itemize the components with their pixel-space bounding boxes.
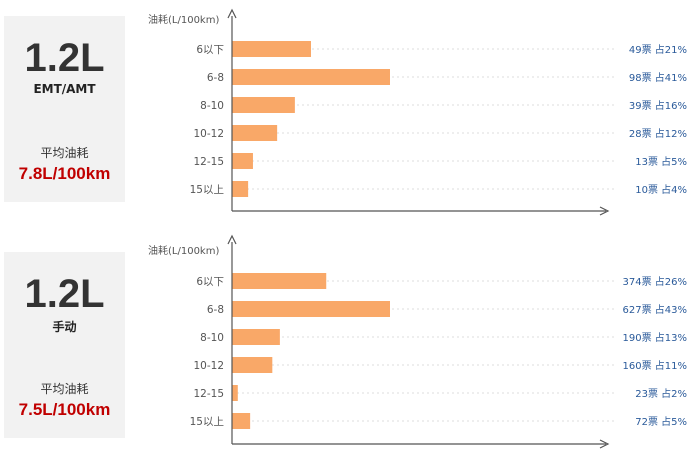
info-card: 1.2L EMT/AMT 平均油耗 7.8L/100km (4, 16, 125, 202)
bar (232, 69, 390, 85)
avg-consumption-label: 平均油耗 (40, 382, 89, 396)
chart-panel-manual: 1.2L 手动 平均油耗 7.5L/100km 油耗(L/100km) 6以下 37… (0, 230, 700, 460)
value-label: 98票 占41% (629, 71, 687, 84)
bar (232, 301, 390, 317)
bar (232, 385, 238, 401)
value-label: 13票 占5% (635, 155, 687, 168)
fuel-consumption-chart: 油耗(L/100km) 6以下 49票 占21% 6-8 98票 占41% 8-10 39票… (148, 8, 687, 216)
value-label: 23票 占2% (635, 387, 687, 400)
category-label: 6以下 (196, 276, 224, 288)
units-label: 油耗(L/100km) (148, 13, 219, 26)
engine-size: 1.2L (24, 272, 105, 316)
value-label: 72票 占5% (635, 415, 687, 428)
category-label: 10-12 (193, 360, 224, 372)
value-label: 10票 占4% (635, 183, 687, 196)
transmission-type: EMT/AMT (33, 82, 96, 96)
engine-size: 1.2L (24, 36, 105, 80)
bar (232, 329, 280, 345)
value-label: 160票 占11% (623, 359, 688, 372)
bar (232, 41, 311, 57)
category-label: 15以上 (190, 416, 224, 428)
category-label: 10-12 (193, 128, 224, 140)
chart-panel-emt: 1.2L EMT/AMT 平均油耗 7.8L/100km 油耗(L/100km)… (4, 8, 687, 216)
value-label: 627票 占43% (623, 303, 688, 316)
avg-consumption-value: 7.8L/100km (18, 164, 111, 183)
category-label: 6-8 (207, 72, 224, 84)
bar (232, 273, 327, 289)
y-axis-arrow-icon (227, 8, 237, 19)
y-axis-arrow-icon (227, 234, 237, 245)
x-axis-arrow-icon (599, 439, 610, 449)
category-label: 12-15 (193, 156, 224, 168)
category-label: 6以下 (196, 44, 224, 56)
bar (232, 413, 251, 429)
category-label: 8-10 (200, 332, 224, 344)
bar (232, 181, 249, 197)
bar (232, 97, 295, 113)
value-label: 39票 占16% (629, 99, 687, 112)
value-label: 374票 占26% (623, 275, 688, 288)
value-label: 28票 占12% (629, 127, 687, 140)
avg-consumption-label: 平均油耗 (40, 146, 89, 160)
x-axis-arrow-icon (599, 206, 610, 216)
bar (232, 125, 278, 141)
avg-consumption-value: 7.5L/100km (18, 400, 111, 419)
category-label: 8-10 (200, 100, 224, 112)
category-label: 12-15 (193, 388, 224, 400)
category-label: 6-8 (207, 304, 224, 316)
fuel-consumption-chart: 油耗(L/100km) 6以下 374票 占26% 6-8 627票 占43% 8-10 1… (148, 234, 688, 449)
value-label: 49票 占21% (629, 43, 687, 56)
transmission-type: 手动 (52, 320, 77, 334)
units-label: 油耗(L/100km) (148, 244, 219, 257)
bar (232, 153, 253, 169)
bar (232, 357, 273, 373)
value-label: 190票 占13% (623, 331, 688, 344)
info-card: 1.2L 手动 平均油耗 7.5L/100km (4, 252, 125, 438)
category-label: 15以上 (190, 184, 224, 196)
